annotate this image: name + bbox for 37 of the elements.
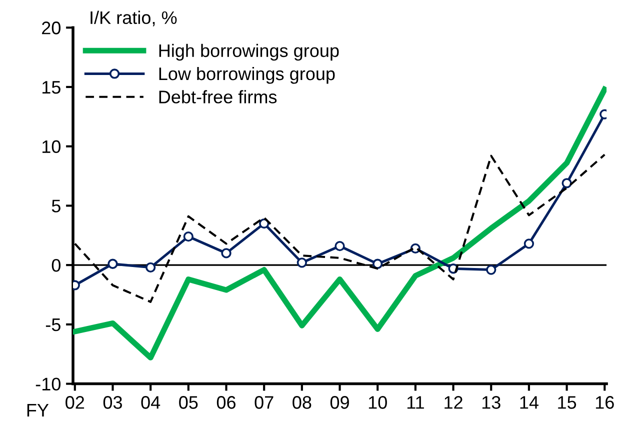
y-tick-label: -10 — [36, 378, 60, 390]
point — [486, 264, 496, 275]
x-tick-label: 14 — [520, 396, 538, 409]
y-tick-label: 5 — [52, 200, 60, 212]
x-tick-label: 04 — [141, 396, 160, 409]
y-tick-label: 10 — [42, 140, 60, 154]
y-tick-label: -5 — [46, 318, 60, 332]
x-tick-label: 15 — [558, 396, 576, 409]
point — [524, 238, 534, 249]
point — [372, 258, 383, 269]
x-tick-label: 05 — [179, 396, 198, 409]
x-tick-label: 09 — [330, 396, 349, 409]
point — [334, 240, 345, 252]
x-tick-label: 02 — [66, 396, 84, 409]
legend-label: Debt-free firms — [159, 90, 277, 104]
x-tick-label: 07 — [254, 396, 274, 409]
y-axis-title: I/K ratio, % — [90, 10, 177, 26]
y-tick-label: 15 — [42, 81, 60, 94]
x-tick-label: 08 — [292, 396, 312, 409]
point — [146, 262, 156, 273]
legend-label: High borrowings group — [159, 44, 339, 61]
point — [108, 258, 118, 269]
y-tick-label: 0 — [52, 258, 60, 272]
x-tick-label: 06 — [216, 396, 236, 409]
x-tick-label: 03 — [103, 396, 122, 409]
y-tick-label: 20 — [42, 22, 60, 34]
x-tick-label: 11 — [407, 396, 424, 409]
legend-label: Low borrowings group — [159, 66, 335, 84]
point — [562, 178, 572, 188]
x-tick-label: 16 — [596, 396, 614, 409]
x-tick-label: 13 — [482, 396, 500, 409]
x-tick-label: 10 — [368, 396, 387, 409]
point — [296, 258, 307, 268]
point — [221, 248, 232, 258]
x-axis-title: FY — [27, 404, 49, 416]
x-tick-label: 12 — [444, 396, 462, 409]
point — [183, 231, 194, 242]
